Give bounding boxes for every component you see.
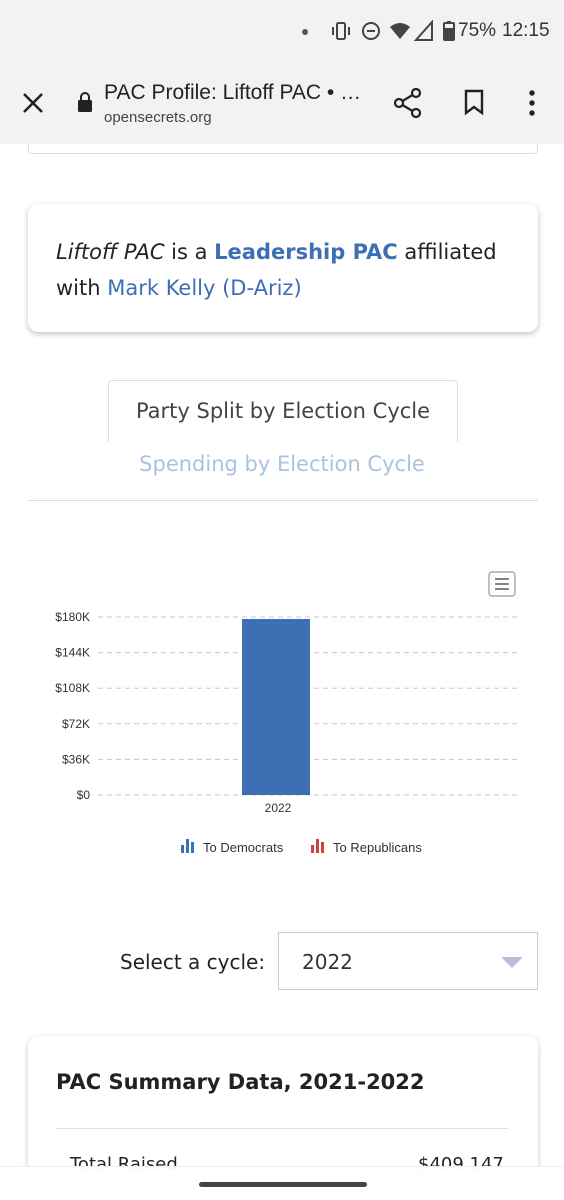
pac-description: Liftoff PAC is a Leadership PAC affiliat… [56,240,497,300]
y-tick-label: $108K [55,681,90,695]
cycle-select-value: 2022 [302,950,353,974]
legend-bar-icon [321,842,324,853]
legend-item-to-republicans[interactable]: To Republicans [311,839,422,855]
legend-label: To Democrats [203,840,284,855]
summary-divider [56,1128,508,1129]
legend-bar-icon [316,839,319,853]
page-title[interactable]: PAC Profile: Liftoff PAC • … [104,81,362,104]
y-tick-label: $36K [62,752,90,766]
legend-label: To Republicans [333,840,422,855]
x-tick-label: 2022 [265,801,292,815]
candidate-link[interactable]: Mark Kelly (D-Ariz) [107,276,302,300]
tab-spending[interactable]: Spending by Election Cycle [139,452,425,476]
clock: 12:15 [502,20,550,41]
cycle-select[interactable]: 2022 [278,932,538,990]
pac-type-link[interactable]: Leadership PAC [214,240,398,264]
legend-bar-icon [191,842,194,853]
notification-dot-icon [302,29,308,35]
close-icon[interactable] [20,90,46,116]
summary-title: PAC Summary Data, 2021-2022 [56,1070,425,1094]
y-tick-label: $180K [55,610,90,624]
legend-bar-icon [181,845,184,853]
browser-toolbar: PAC Profile: Liftoff PAC • … opensecrets… [0,64,564,144]
bookmark-icon[interactable] [463,88,485,116]
pac-name: Liftoff PAC [56,240,165,264]
gesture-handle[interactable] [199,1182,367,1187]
legend-bar-icon [311,845,314,853]
share-icon[interactable] [394,88,422,118]
chevron-down-icon [501,957,523,968]
previous-card-edge [28,144,538,154]
battery-icon [443,21,455,41]
more-options-icon[interactable] [525,88,539,118]
do-not-disturb-icon [362,22,380,40]
vibrate-icon [332,22,350,40]
y-tick-label: $144K [55,646,90,660]
party-split-chart: $0 $36K $72K $108K $144K $180K 2022 To Democr… [55,571,518,855]
battery-percent: 75% [458,20,497,41]
lock-icon [78,92,92,112]
legend-item-to-democrats[interactable]: To Democrats [181,839,284,855]
tab-party-split[interactable]: Party Split by Election Cycle [108,380,458,442]
y-tick-label: $0 [77,788,91,802]
chart-menu-icon[interactable] [488,571,516,597]
legend-bar-icon [186,839,189,853]
cell-signal-icon [414,20,433,41]
cycle-select-label: Select a cycle: [120,950,266,974]
tabs-divider [28,500,538,501]
bar-to-democrats[interactable] [242,618,310,795]
status-bar: 75% 12:15 [0,0,564,64]
y-tick-label: $72K [62,717,90,731]
pac-info-card: Liftoff PAC is a Leadership PAC affiliat… [28,204,538,332]
page-url[interactable]: opensecrets.org [104,109,212,126]
wifi-icon [390,23,410,39]
